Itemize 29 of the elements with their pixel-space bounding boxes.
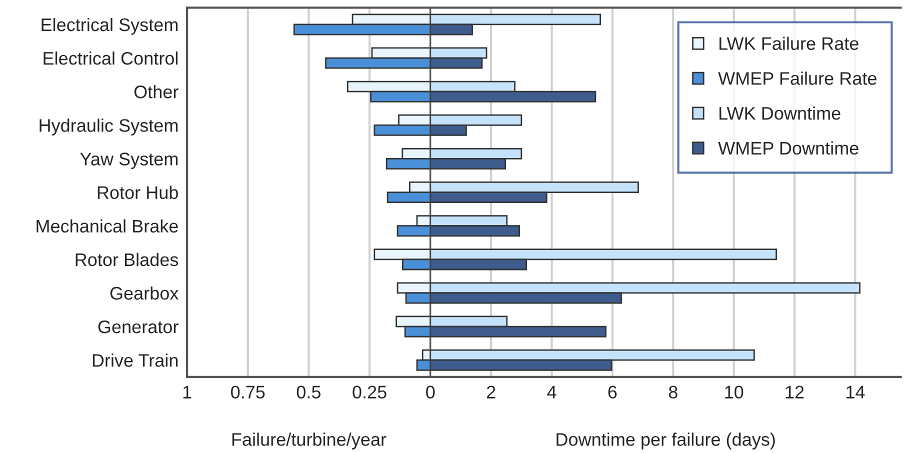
y-tick-label: Gearbox <box>110 286 179 300</box>
x-tick-label: 8 <box>668 386 678 398</box>
y-tick-label: Rotor Hub <box>98 186 178 200</box>
x-tick-label: 10 <box>725 386 744 398</box>
x-tick-label: 0.5 <box>296 386 321 398</box>
legend-label: LWK Downtime <box>720 106 840 120</box>
legend-label: WMEP Downtime <box>718 141 858 155</box>
legend-label: WMEP Failure Rate <box>718 72 876 85</box>
y-tick-label: Rotor Blades <box>76 252 178 266</box>
y-tick-label: Electrical Control <box>44 52 178 65</box>
x-axis-title: Downtime per failure (days) <box>556 432 775 450</box>
x-tick-label: 0.75 <box>231 386 265 398</box>
y-tick-label: Generator <box>98 320 178 334</box>
y-tick-label: Mechanical Brake <box>36 219 178 233</box>
x-tick-label: 14 <box>846 386 865 398</box>
x-tick-label: 4 <box>547 386 556 398</box>
x-axis-title: Failure/turbine/year <box>232 432 386 450</box>
y-tick-label: Hydraulic System <box>40 118 178 136</box>
legend-label: LWK Failure Rate <box>720 36 858 50</box>
x-tick-label: 6 <box>608 386 617 398</box>
y-tick-label: Yaw System <box>80 152 178 170</box>
x-tick-label: 0.25 <box>352 386 386 398</box>
y-tick-label: Drive Train <box>92 354 178 367</box>
y-tick-label: Other <box>134 85 178 98</box>
x-tick-label: 12 <box>786 386 804 398</box>
x-tick-label: 0 <box>426 386 435 398</box>
x-tick-label: 1 <box>183 386 192 398</box>
x-tick-label: 2 <box>486 386 496 398</box>
y-tick-label: Electrical System <box>42 18 178 35</box>
